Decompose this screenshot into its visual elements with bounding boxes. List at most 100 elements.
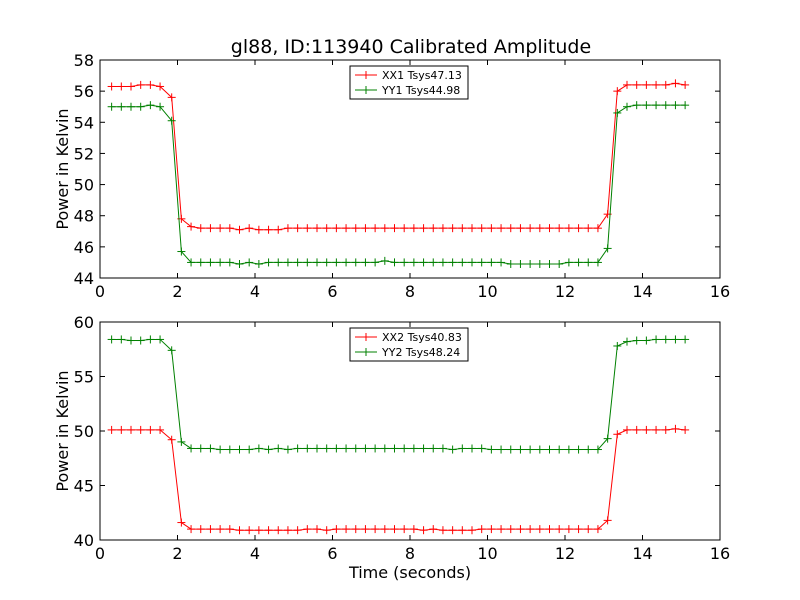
data-point: [535, 224, 544, 233]
data-point: [187, 444, 196, 453]
data-point: [254, 526, 263, 535]
data-point: [652, 425, 661, 434]
data-point: [458, 224, 467, 233]
data-point: [177, 437, 186, 446]
data-point: [283, 258, 292, 267]
legend-label: YY2 Tsys48.24: [381, 346, 460, 359]
data-point: [187, 222, 196, 231]
data-point: [400, 444, 409, 453]
data-point: [652, 101, 661, 110]
data-point: [167, 116, 176, 125]
data-point: [380, 224, 389, 233]
data-point: [584, 525, 593, 534]
data-point: [390, 444, 399, 453]
data-point: [642, 336, 651, 345]
data-point: [322, 258, 331, 267]
y-tick-label: 45: [74, 477, 94, 496]
data-point: [545, 259, 554, 268]
data-point: [264, 258, 273, 267]
data-point: [107, 82, 116, 91]
data-point: [642, 425, 651, 434]
data-point: [136, 102, 145, 111]
data-point: [167, 93, 176, 102]
data-point: [107, 425, 116, 434]
y-tick-label: 55: [74, 368, 94, 387]
data-point: [400, 224, 409, 233]
data-point: [235, 526, 244, 535]
y-tick-label: 60: [74, 313, 94, 332]
data-point: [156, 82, 165, 91]
data-point: [632, 336, 641, 345]
data-point: [448, 526, 457, 535]
data-point: [632, 101, 641, 110]
data-point: [264, 445, 273, 454]
data-point: [156, 425, 165, 434]
data-point: [390, 258, 399, 267]
data-point: [632, 425, 641, 434]
data-point: [468, 224, 476, 233]
data-point: [623, 337, 631, 346]
data-point: [468, 526, 476, 535]
data-point: [497, 224, 506, 233]
data-point: [642, 101, 651, 110]
data-point: [671, 79, 680, 88]
data-point: [254, 259, 263, 268]
data-point: [167, 346, 176, 355]
data-point: [429, 224, 438, 233]
data-point: [303, 258, 312, 267]
data-point: [136, 336, 145, 345]
data-point: [313, 525, 321, 534]
series-1: [107, 424, 690, 535]
series-2: [107, 335, 690, 454]
data-point: [167, 435, 176, 444]
legend: XX2 Tsys40.83 YY2 Tsys48.24: [349, 327, 469, 362]
x-tick-label: 16: [710, 282, 730, 301]
data-point: [593, 525, 602, 534]
data-point: [593, 258, 602, 267]
data-point: [293, 258, 302, 267]
x-tick-label: 14: [632, 544, 652, 563]
data-point: [468, 444, 476, 453]
data-point: [400, 525, 409, 534]
data-point: [216, 525, 225, 534]
legend-entry: YY2 Tsys48.24: [355, 346, 460, 359]
chart-title: gl88, ID:113940 Calibrated Amplitude: [231, 36, 591, 58]
data-point: [361, 525, 370, 534]
x-tick-label: 0: [95, 282, 105, 301]
data-point: [146, 80, 155, 89]
y-tick-label: 50: [74, 422, 94, 441]
data-point: [361, 224, 370, 233]
data-point: [535, 259, 544, 268]
data-point: [274, 526, 283, 535]
x-tick-label: 2: [172, 282, 182, 301]
data-point: [574, 525, 583, 534]
data-point: [332, 444, 341, 453]
y-tick-label: 56: [74, 82, 94, 101]
data-point: [661, 335, 670, 344]
data-point: [361, 258, 370, 267]
x-tick-label: 8: [405, 544, 415, 563]
data-point: [623, 425, 631, 434]
data-point: [419, 444, 428, 453]
data-point: [127, 336, 135, 345]
data-point: [380, 444, 389, 453]
data-point: [390, 224, 399, 233]
data-point: [564, 258, 573, 267]
data-point: [535, 445, 544, 454]
data-point: [127, 102, 135, 111]
legend-box: [349, 327, 469, 362]
data-point: [497, 525, 506, 534]
data-point: [177, 247, 186, 256]
data-point: [477, 525, 486, 534]
data-point: [448, 258, 457, 267]
data-point: [235, 445, 244, 454]
data-point: [477, 444, 486, 453]
data-point: [371, 224, 380, 233]
data-point: [254, 225, 263, 234]
data-point: [136, 425, 145, 434]
data-point: [613, 341, 622, 350]
data-point: [371, 258, 380, 267]
data-point: [293, 224, 302, 233]
data-point: [681, 101, 690, 110]
